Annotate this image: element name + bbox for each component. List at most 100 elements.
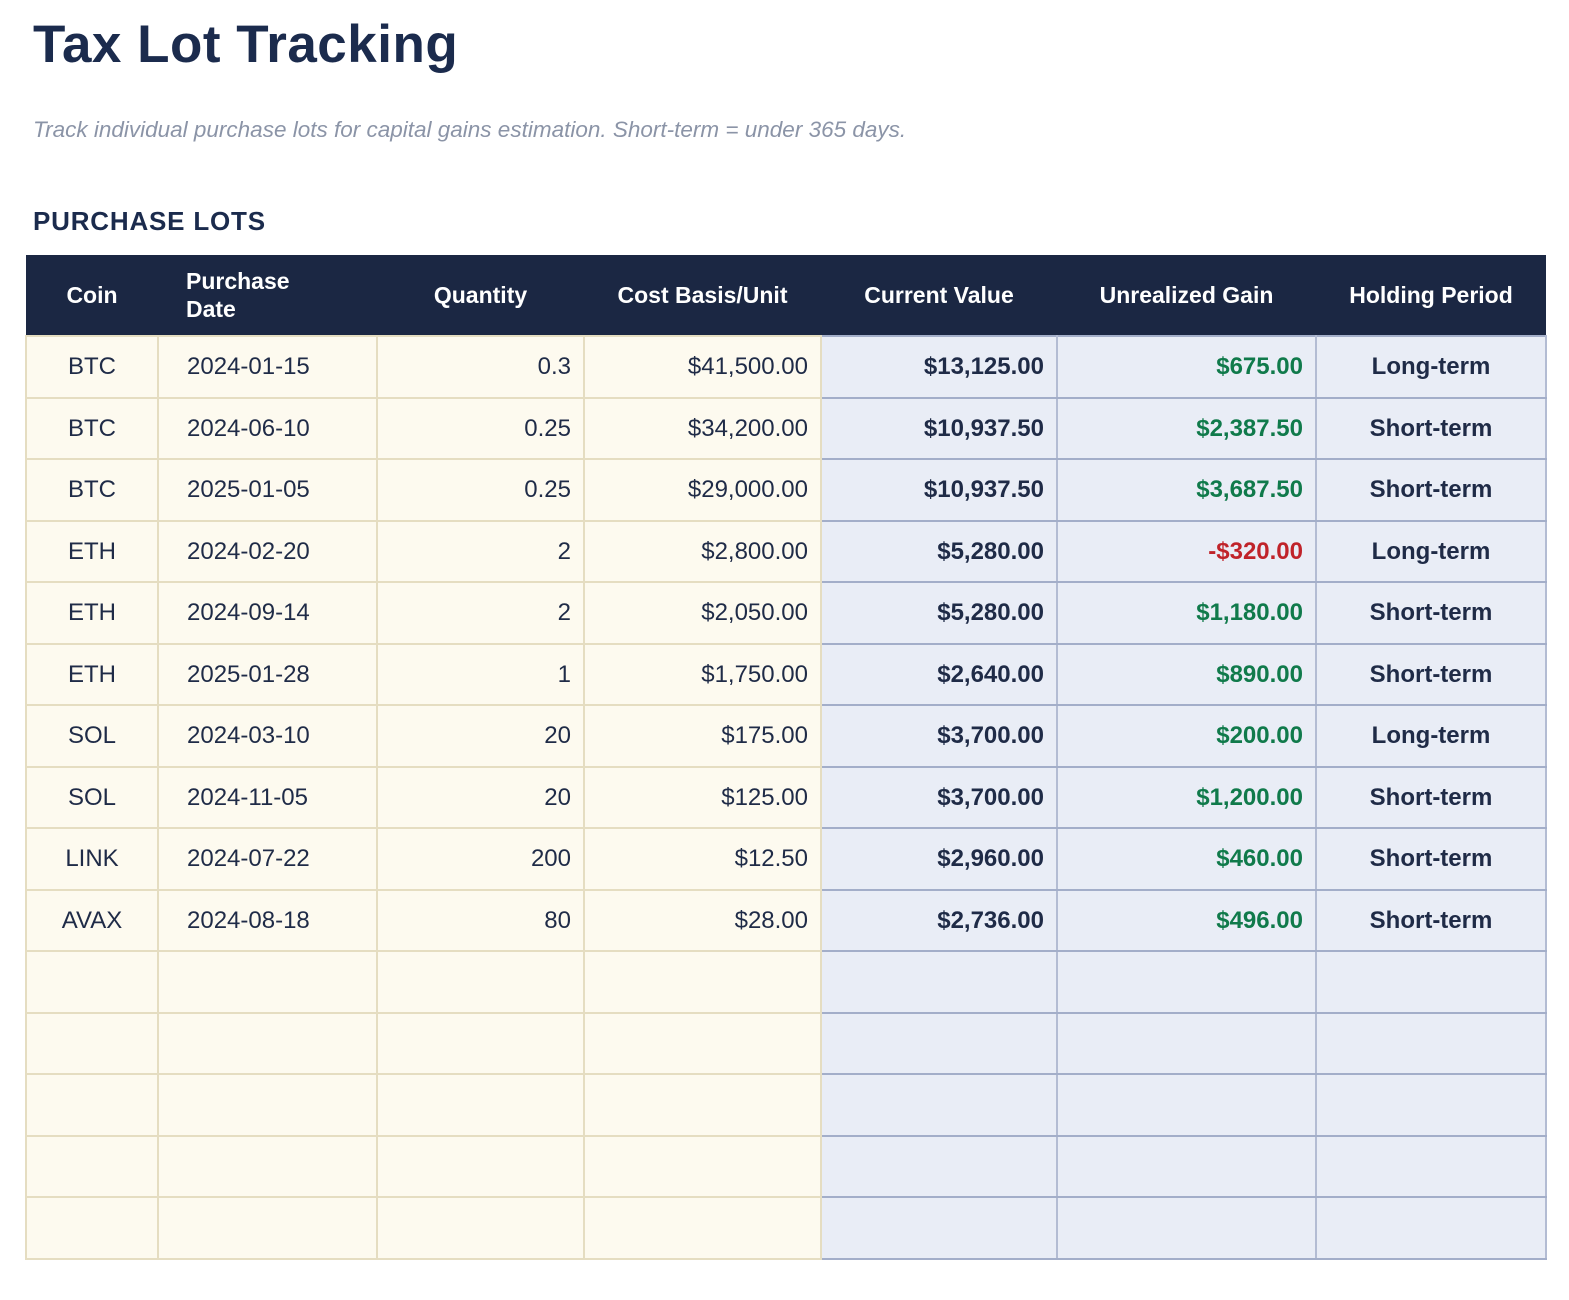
cell-cost-basis: $28.00 — [583, 888, 822, 953]
cell-unrealized-gain: $675.00 — [1056, 335, 1317, 399]
cell-unrealized-gain: $460.00 — [1056, 827, 1317, 891]
empty-cell — [157, 1011, 378, 1076]
table-row: LINK 2024-07-22 200 $12.50 $2,960.00 $460.00 S… — [25, 827, 1547, 891]
cell-cost-basis: $2,800.00 — [583, 519, 822, 584]
empty-row — [25, 950, 1547, 1014]
cell-quantity: 20 — [376, 765, 585, 830]
cell-current-value: $5,280.00 — [820, 581, 1058, 645]
empty-cell — [583, 950, 822, 1014]
empty-cell — [1315, 1134, 1547, 1199]
empty-cell — [157, 950, 378, 1014]
empty-cell — [820, 1073, 1058, 1137]
cell-quantity: 80 — [376, 888, 585, 953]
empty-cell — [583, 1073, 822, 1137]
cell-unrealized-gain: $890.00 — [1056, 642, 1317, 707]
empty-row — [25, 1011, 1547, 1076]
cell-current-value: $2,960.00 — [820, 827, 1058, 891]
empty-cell — [820, 1134, 1058, 1199]
cell-current-value: $2,640.00 — [820, 642, 1058, 707]
empty-cell — [1056, 1134, 1317, 1199]
empty-cell — [1315, 1011, 1547, 1076]
cell-holding-period: Short-term — [1315, 888, 1547, 953]
empty-cell — [1315, 1073, 1547, 1137]
cell-current-value: $10,937.50 — [820, 396, 1058, 461]
empty-cell — [820, 950, 1058, 1014]
cell-coin: BTC — [25, 458, 159, 522]
empty-cell — [376, 1011, 585, 1076]
empty-cell — [376, 1073, 585, 1137]
column-header-coin: Coin — [26, 255, 158, 337]
cell-purchase-date: 2024-03-10 — [157, 704, 378, 768]
empty-cell — [820, 1196, 1058, 1260]
page-subtitle: Track individual purchase lots for capit… — [33, 117, 907, 143]
column-header-current-value: Current Value — [821, 255, 1057, 337]
empty-cell — [583, 1196, 822, 1260]
cell-coin: ETH — [25, 519, 159, 584]
cell-coin: ETH — [25, 581, 159, 645]
empty-cell — [25, 1134, 159, 1199]
column-header-purchase-date-label: Purchase Date — [186, 267, 290, 323]
cell-unrealized-gain: $496.00 — [1056, 888, 1317, 953]
cell-holding-period: Short-term — [1315, 765, 1547, 830]
cell-coin: AVAX — [25, 888, 159, 953]
empty-cell — [376, 950, 585, 1014]
empty-row — [25, 1196, 1547, 1260]
table-row: AVAX 2024-08-18 80 $28.00 $2,736.00 $496.00 Sh… — [25, 888, 1547, 953]
cell-unrealized-gain: $200.00 — [1056, 704, 1317, 768]
empty-cell — [25, 1073, 159, 1137]
cell-purchase-date: 2024-06-10 — [157, 396, 378, 461]
cell-purchase-date: 2024-11-05 — [157, 765, 378, 830]
cell-holding-period: Long-term — [1315, 335, 1547, 399]
column-header-unrealized-gain: Unrealized Gain — [1057, 255, 1316, 337]
table-row: ETH 2024-09-14 2 $2,050.00 $5,280.00 $1,180.0… — [25, 581, 1547, 645]
table-header: Coin Purchase Date Quantity Cost Basis/U… — [26, 255, 1546, 337]
cell-unrealized-gain: $1,200.00 — [1056, 765, 1317, 830]
cell-cost-basis: $175.00 — [583, 704, 822, 768]
table-row: BTC 2024-06-10 0.25 $34,200.00 $10,937.50 $2,… — [25, 396, 1547, 461]
column-header-holding-period: Holding Period — [1316, 255, 1546, 337]
cell-quantity: 200 — [376, 827, 585, 891]
cell-cost-basis: $2,050.00 — [583, 581, 822, 645]
cell-purchase-date: 2024-01-15 — [157, 335, 378, 399]
empty-row — [25, 1073, 1547, 1137]
cell-cost-basis: $12.50 — [583, 827, 822, 891]
cell-purchase-date: 2024-02-20 — [157, 519, 378, 584]
cell-purchase-date: 2024-08-18 — [157, 888, 378, 953]
column-header-purchase-date: Purchase Date — [158, 255, 377, 337]
cell-holding-period: Short-term — [1315, 458, 1547, 522]
cell-holding-period: Short-term — [1315, 642, 1547, 707]
cell-current-value: $3,700.00 — [820, 765, 1058, 830]
empty-cell — [1056, 1196, 1317, 1260]
cell-holding-period: Long-term — [1315, 704, 1547, 768]
cell-current-value: $10,937.50 — [820, 458, 1058, 522]
cell-current-value: $5,280.00 — [820, 519, 1058, 584]
table-row: BTC 2024-01-15 0.3 $41,500.00 $13,125.00 $675… — [25, 335, 1547, 399]
empty-cell — [820, 1011, 1058, 1076]
cell-quantity: 2 — [376, 519, 585, 584]
page-title: Tax Lot Tracking — [33, 15, 459, 74]
cell-quantity: 20 — [376, 704, 585, 768]
empty-cell — [25, 1196, 159, 1260]
empty-cell — [157, 1196, 378, 1260]
table-row: BTC 2025-01-05 0.25 $29,000.00 $10,937.50 $3,… — [25, 458, 1547, 522]
table-body: BTC 2024-01-15 0.3 $41,500.00 $13,125.00 $675… — [25, 335, 1547, 1260]
cell-holding-period: Long-term — [1315, 519, 1547, 584]
cell-unrealized-gain: $3,687.50 — [1056, 458, 1317, 522]
empty-cell — [157, 1073, 378, 1137]
cell-cost-basis: $41,500.00 — [583, 335, 822, 399]
table-row: SOL 2024-11-05 20 $125.00 $3,700.00 $1,200.00… — [25, 765, 1547, 830]
table-row: SOL 2024-03-10 20 $175.00 $3,700.00 $200.00 Lo… — [25, 704, 1547, 768]
cell-purchase-date: 2025-01-05 — [157, 458, 378, 522]
empty-cell — [1056, 1011, 1317, 1076]
cell-quantity: 1 — [376, 642, 585, 707]
purchase-lots-table: Coin Purchase Date Quantity Cost Basis/U… — [25, 255, 1547, 1260]
cell-cost-basis: $29,000.00 — [583, 458, 822, 522]
cell-coin: SOL — [25, 704, 159, 768]
empty-cell — [1315, 1196, 1547, 1260]
cell-current-value: $2,736.00 — [820, 888, 1058, 953]
cell-coin: BTC — [25, 396, 159, 461]
empty-cell — [157, 1134, 378, 1199]
cell-current-value: $13,125.00 — [820, 335, 1058, 399]
column-header-cost-basis: Cost Basis/Unit — [584, 255, 821, 337]
cell-coin: BTC — [25, 335, 159, 399]
